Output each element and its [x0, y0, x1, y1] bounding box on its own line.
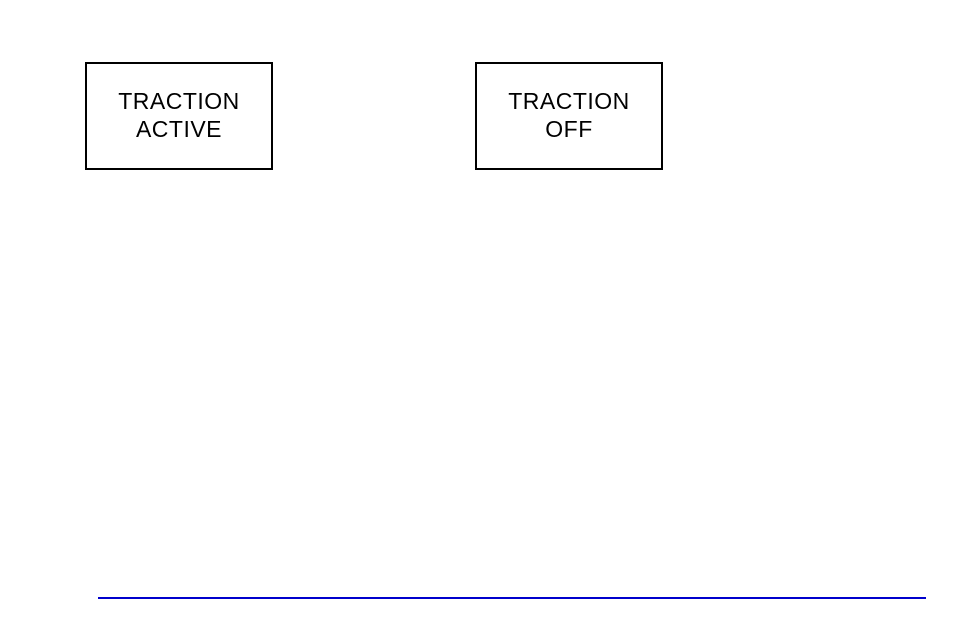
traction-active-box: TRACTION ACTIVE	[85, 62, 273, 170]
traction-off-box: TRACTION OFF	[475, 62, 663, 170]
horizontal-rule	[98, 597, 926, 599]
traction-active-line2: ACTIVE	[136, 116, 222, 144]
traction-active-line1: TRACTION	[118, 88, 240, 116]
traction-off-line2: OFF	[545, 116, 593, 144]
traction-off-line1: TRACTION	[508, 88, 630, 116]
